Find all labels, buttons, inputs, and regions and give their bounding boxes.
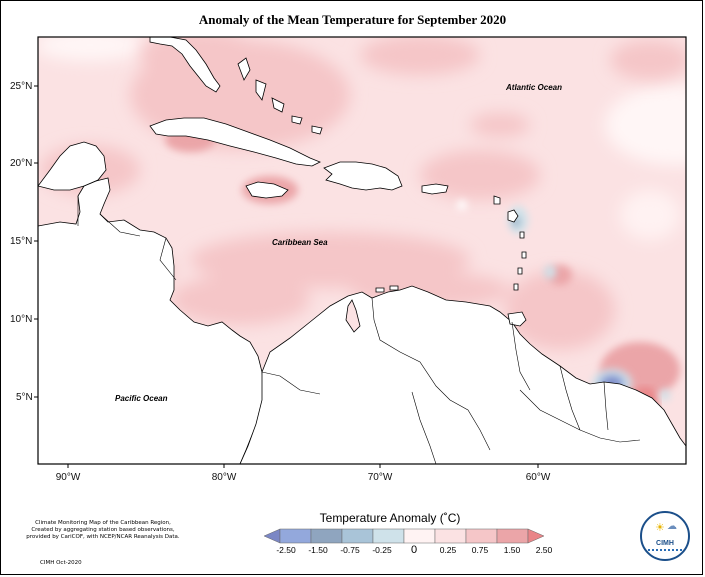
- anomaly-near-zero: [38, 37, 686, 240]
- colorbar-label: -1.50: [308, 545, 328, 555]
- lat-tick-label: 5°N: [16, 392, 33, 403]
- waves-icon: [648, 549, 682, 559]
- lat-tick-label: 10°N: [10, 314, 32, 325]
- credit-line: Climate Monitoring Map of the Caribbean …: [35, 520, 171, 526]
- lon-tick-label: 70°W: [368, 472, 393, 483]
- colorbar-label: 1.50: [504, 545, 521, 555]
- colorbar-swatch: [496, 528, 529, 544]
- colorbar-swatch: [434, 528, 467, 544]
- colorbar-swatch: [279, 528, 312, 544]
- colorbar-swatch: [341, 528, 374, 544]
- colorbar-arrow-high: [527, 528, 545, 544]
- lon-tick-label: 90°W: [56, 472, 81, 483]
- cimh-logo: ☀ ☁ CIMH: [640, 511, 690, 561]
- colorbar-label: -0.25: [372, 545, 392, 555]
- colorbar: -2.50 -1.50 -0.75 -0.25 0 0.25 0.75 1.50…: [263, 528, 553, 556]
- land-masses: [38, 37, 686, 464]
- colorbar-swatch: [465, 528, 498, 544]
- caribbean-sea-label: Caribbean Sea: [272, 238, 328, 247]
- lat-tick-label: 15°N: [10, 236, 32, 247]
- colorbar-label: 2.50: [536, 545, 553, 555]
- colorbar-swatch: [310, 528, 343, 544]
- colorbar-swatch: [372, 528, 405, 544]
- lat-tick-label: 20°N: [10, 158, 32, 169]
- colorbar-title: Temperature Anomaly (˚C): [319, 511, 461, 525]
- map-border: [37, 36, 687, 465]
- credit-text: Climate Monitoring Map of the Caribbean …: [8, 520, 198, 541]
- logo-text: CIMH: [656, 540, 674, 547]
- country-borders: [77, 196, 641, 464]
- lon-tick-label: 60°W: [526, 472, 551, 483]
- lat-tick-label: 25°N: [10, 81, 32, 92]
- atlantic-ocean-label: Atlantic Ocean: [505, 83, 562, 92]
- credit-line: Created by aggregating station based obs…: [31, 527, 175, 533]
- lat-axis: 25°N 20°N 15°N 10°N 5°N: [10, 81, 38, 403]
- map-area: [38, 37, 686, 464]
- colorbar-swatch: [403, 528, 436, 544]
- colorbar-label: 0.75: [472, 545, 489, 555]
- credit-date: CIMH Oct-2020: [40, 560, 82, 566]
- colorbar-label: -0.75: [340, 545, 360, 555]
- credit-line: provided by CariCOF, with NCEP/NCAR Rean…: [26, 534, 180, 540]
- cloud-icon: ☁: [667, 521, 677, 532]
- colorbar-label: 0: [411, 544, 417, 556]
- colorbar-arrow-low: [263, 528, 281, 544]
- lon-tick-label: 80°W: [212, 472, 237, 483]
- pacific-ocean-label: Pacific Ocean: [115, 394, 168, 403]
- colorbar-label: -2.50: [276, 545, 296, 555]
- map-title: Anomaly of the Mean Temperature for Sept…: [198, 12, 507, 27]
- colorbar-label: 0.25: [440, 545, 457, 555]
- lon-axis: 90°W 80°W 70°W 60°W: [56, 464, 551, 483]
- sun-icon: ☀: [655, 522, 665, 534]
